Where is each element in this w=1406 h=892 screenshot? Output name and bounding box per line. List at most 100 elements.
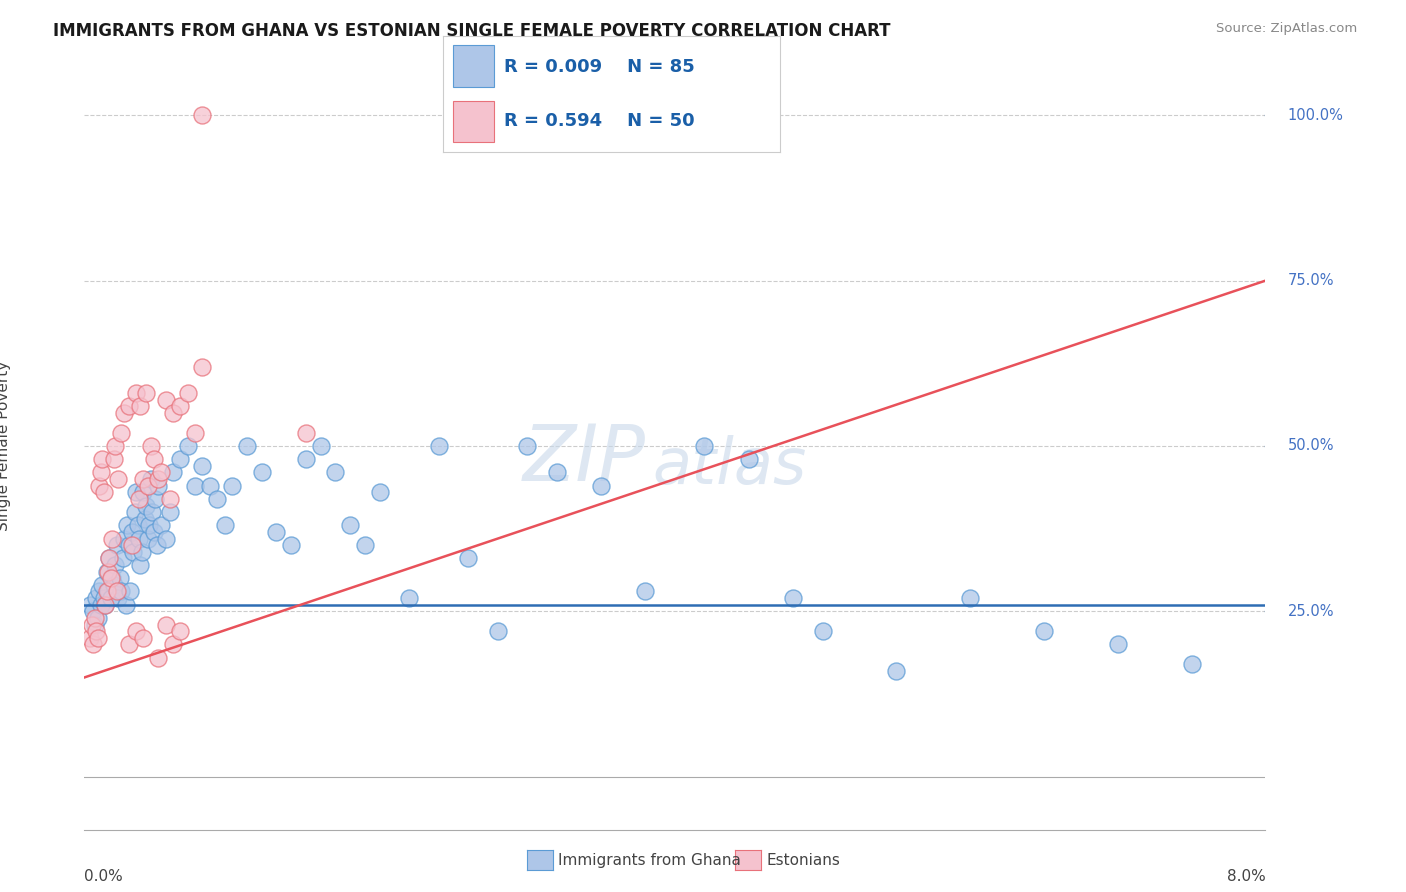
Point	[139, 472, 162, 486]
Point	[516, 439, 538, 453]
Point	[148, 472, 170, 486]
Point	[84, 591, 107, 606]
Point	[125, 386, 148, 401]
Text: R = 0.009    N = 85: R = 0.009 N = 85	[503, 58, 695, 76]
Point	[132, 485, 155, 500]
Point	[266, 524, 288, 539]
Point	[139, 439, 162, 453]
Point	[84, 624, 107, 639]
Point	[141, 505, 163, 519]
Point	[142, 524, 165, 539]
Point	[177, 439, 200, 453]
Point	[100, 571, 122, 585]
Point	[134, 512, 156, 526]
Text: Source: ZipAtlas.com: Source: ZipAtlas.com	[1216, 22, 1357, 36]
Point	[104, 558, 127, 572]
Point	[135, 499, 157, 513]
Text: Single Female Poverty: Single Female Poverty	[0, 361, 11, 531]
Point	[398, 591, 420, 606]
Text: Immigrants from Ghana: Immigrants from Ghana	[558, 854, 741, 868]
Point	[169, 624, 191, 639]
Point	[93, 485, 115, 500]
Point	[811, 624, 834, 639]
Point	[79, 598, 101, 612]
Point	[110, 425, 132, 440]
Point	[114, 598, 136, 612]
Point	[122, 545, 145, 559]
Point	[83, 611, 105, 625]
Point	[80, 617, 103, 632]
Point	[87, 584, 111, 599]
Point	[131, 545, 153, 559]
Point	[129, 400, 152, 414]
Point	[135, 386, 157, 401]
Point	[103, 452, 125, 467]
Point	[280, 538, 302, 552]
Point	[79, 631, 101, 645]
Point	[457, 551, 479, 566]
Point	[101, 571, 124, 585]
Point	[191, 458, 214, 473]
Point	[634, 584, 657, 599]
Point	[98, 551, 121, 566]
Point	[191, 108, 214, 122]
Point	[162, 637, 184, 651]
Bar	[453, 45, 494, 87]
Point	[120, 584, 142, 599]
Point	[354, 538, 377, 552]
Text: R = 0.594    N = 50: R = 0.594 N = 50	[503, 112, 695, 130]
Point	[90, 598, 112, 612]
Point	[91, 578, 114, 592]
Point	[169, 400, 191, 414]
Point	[169, 452, 191, 467]
Point	[198, 478, 221, 492]
Point	[486, 624, 509, 639]
Point	[132, 472, 155, 486]
Point	[110, 584, 132, 599]
Point	[148, 650, 170, 665]
Point	[159, 491, 181, 506]
Bar	[453, 101, 494, 143]
Point	[1181, 657, 1204, 672]
Point	[90, 466, 112, 480]
Point	[127, 518, 149, 533]
Point	[191, 359, 214, 374]
Point	[162, 466, 184, 480]
Point	[97, 565, 120, 579]
Point	[91, 452, 114, 467]
Point	[97, 584, 120, 599]
Point	[105, 584, 128, 599]
Point	[546, 466, 568, 480]
Text: 75.0%: 75.0%	[1288, 273, 1334, 288]
Point	[214, 518, 236, 533]
Point	[104, 439, 127, 453]
Point	[886, 664, 908, 678]
Point	[155, 392, 177, 407]
Point	[86, 631, 108, 645]
Point	[150, 518, 173, 533]
Point	[82, 604, 104, 618]
Point	[339, 518, 361, 533]
Point	[107, 472, 129, 486]
Point	[142, 452, 165, 467]
Point	[83, 617, 105, 632]
Point	[103, 578, 125, 592]
Point	[101, 532, 124, 546]
Point	[94, 598, 117, 612]
Point	[159, 505, 181, 519]
Point	[145, 538, 167, 552]
Point	[148, 478, 170, 492]
Point	[591, 478, 613, 492]
Point	[295, 425, 318, 440]
Point	[115, 518, 138, 533]
Point	[368, 485, 391, 500]
Point	[118, 637, 141, 651]
Point	[323, 466, 347, 480]
Point	[112, 532, 135, 546]
Point	[118, 538, 141, 552]
Text: Estonians: Estonians	[766, 854, 841, 868]
Point	[112, 406, 135, 420]
Point	[96, 584, 118, 599]
Point	[250, 466, 273, 480]
Point	[155, 617, 177, 632]
